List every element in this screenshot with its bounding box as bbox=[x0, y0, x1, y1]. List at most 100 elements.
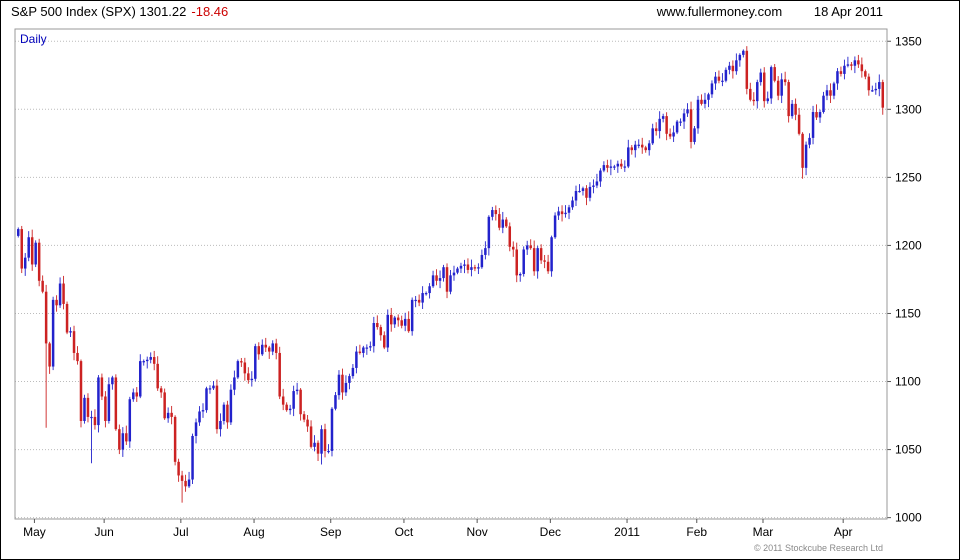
candle-body bbox=[487, 216, 491, 249]
candle-body bbox=[442, 267, 445, 279]
candle-body bbox=[128, 399, 132, 442]
candle-body bbox=[766, 98, 769, 102]
candle-body bbox=[843, 65, 846, 74]
candle-body bbox=[853, 60, 857, 66]
candle-body bbox=[804, 144, 808, 168]
candle-body bbox=[745, 50, 749, 89]
candle-body bbox=[627, 147, 630, 167]
candle-body bbox=[609, 166, 613, 168]
candle-body bbox=[79, 361, 83, 421]
candle-body bbox=[553, 215, 557, 238]
candle-body bbox=[114, 377, 118, 430]
candle-body bbox=[389, 314, 393, 325]
candle-body bbox=[159, 388, 163, 393]
candle-body bbox=[369, 346, 372, 348]
candle-body bbox=[550, 237, 553, 272]
candle-body bbox=[341, 374, 344, 393]
x-axis-label: Dec bbox=[540, 525, 561, 539]
candle-body bbox=[438, 278, 442, 281]
candle-body bbox=[327, 450, 330, 453]
candle-body bbox=[616, 163, 620, 167]
chart-title-block: S&P 500 Index (SPX) 1301.22 -18.46 bbox=[11, 4, 228, 19]
x-axis-label: Oct bbox=[395, 525, 414, 539]
candle-body bbox=[320, 429, 323, 454]
candle-body bbox=[55, 299, 58, 306]
candle-body bbox=[651, 128, 654, 144]
candle-body bbox=[508, 226, 512, 247]
candle-body bbox=[878, 82, 881, 89]
candle-body bbox=[410, 299, 414, 332]
x-axis-label: Sep bbox=[320, 525, 342, 539]
candle-body bbox=[571, 200, 574, 208]
candle-body bbox=[543, 260, 546, 262]
candle-body bbox=[17, 229, 20, 236]
candle-body bbox=[501, 219, 505, 228]
candle-body bbox=[818, 112, 822, 118]
candle-body bbox=[288, 408, 292, 411]
candle-body bbox=[313, 442, 316, 447]
candle-body bbox=[686, 109, 689, 114]
candle-body bbox=[654, 128, 658, 132]
candle-body bbox=[850, 64, 853, 66]
chart-title: S&P 500 Index (SPX) 1301.22 bbox=[11, 4, 187, 19]
candle-body bbox=[456, 268, 459, 273]
candle-body bbox=[65, 303, 69, 333]
candle-body bbox=[832, 83, 836, 96]
candle-body bbox=[752, 99, 756, 102]
candle-body bbox=[714, 76, 717, 84]
candle-body bbox=[104, 396, 107, 421]
candle-body bbox=[417, 299, 421, 303]
candle-body bbox=[292, 391, 295, 409]
candle-body bbox=[37, 242, 41, 281]
candle-body bbox=[874, 88, 878, 91]
candle-body bbox=[480, 254, 484, 268]
x-axis-label: Apr bbox=[834, 525, 853, 539]
candle-body bbox=[383, 335, 386, 348]
candle-body bbox=[34, 242, 37, 265]
x-axis-label: Jun bbox=[94, 525, 113, 539]
candle-body bbox=[285, 404, 288, 411]
candle-body bbox=[208, 388, 212, 390]
candle-body bbox=[588, 186, 592, 198]
candle-body bbox=[435, 275, 438, 281]
candle-body bbox=[362, 347, 365, 353]
candle-body bbox=[867, 76, 871, 91]
candle-body bbox=[449, 275, 452, 292]
candle-body bbox=[149, 357, 152, 360]
candle-body bbox=[749, 88, 752, 100]
candle-body bbox=[620, 163, 623, 167]
candle-body bbox=[452, 272, 456, 276]
candle-body bbox=[592, 185, 595, 187]
candle-body bbox=[525, 245, 529, 250]
candle-body bbox=[125, 433, 128, 442]
candle-body bbox=[393, 317, 396, 325]
candle-body bbox=[473, 267, 477, 269]
header-right-block: www.fullermoney.com 18 Apr 2011 bbox=[657, 4, 883, 19]
candle-body bbox=[170, 412, 173, 417]
candle-body bbox=[668, 133, 672, 137]
candle-body bbox=[166, 412, 170, 419]
candle-body bbox=[187, 479, 191, 487]
candle-body bbox=[72, 331, 76, 353]
x-axis-label: Nov bbox=[466, 525, 487, 539]
candle-body bbox=[658, 118, 661, 132]
candle-body bbox=[787, 82, 790, 117]
candle-body bbox=[139, 361, 142, 397]
candle-body bbox=[428, 286, 431, 294]
candle-body bbox=[790, 103, 794, 117]
candle-body bbox=[212, 385, 215, 389]
candle-body bbox=[403, 318, 407, 326]
y-axis-label: 1050 bbox=[895, 443, 922, 457]
candle-body bbox=[51, 299, 55, 367]
candle-body bbox=[76, 352, 79, 362]
candle-body bbox=[243, 362, 247, 374]
candle-body bbox=[581, 188, 585, 191]
candle-body bbox=[271, 343, 274, 352]
candle-body bbox=[707, 94, 710, 100]
candle-body bbox=[306, 419, 309, 427]
candle-body bbox=[637, 144, 640, 146]
candle-body bbox=[484, 248, 487, 255]
candle-body bbox=[644, 147, 647, 151]
candle-body bbox=[574, 190, 578, 201]
candle-body bbox=[372, 323, 376, 347]
